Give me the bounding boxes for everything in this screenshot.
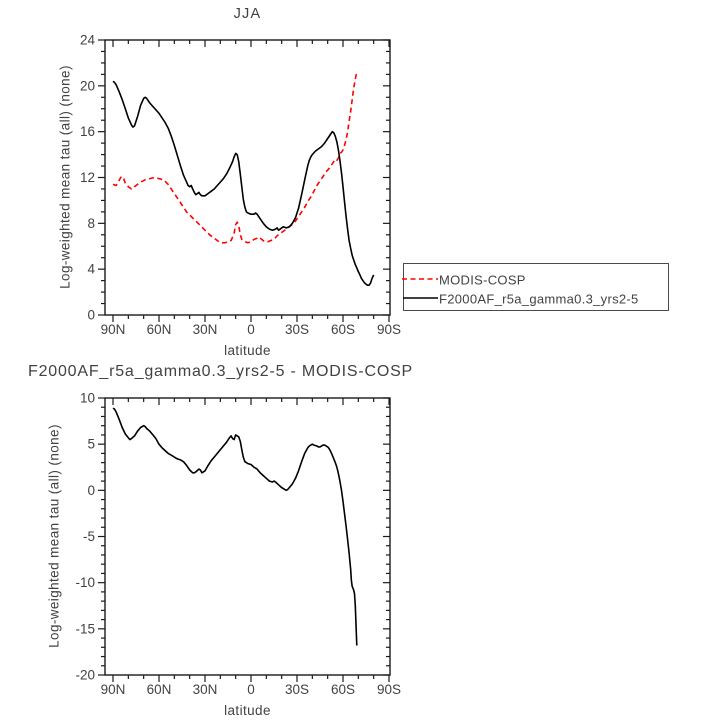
svg-text:30N: 30N bbox=[193, 682, 218, 697]
top-series-modis-cosp bbox=[112, 71, 358, 244]
bottom-panel: 90N 60N 30N 0 30S 60S 90S 10 5 0 -5 -10 -15 -20 bbox=[75, 391, 401, 698]
top-chart-title: JJA bbox=[233, 6, 262, 22]
svg-text:90N: 90N bbox=[101, 322, 126, 337]
svg-text:4: 4 bbox=[87, 262, 95, 277]
svg-text:-15: -15 bbox=[75, 621, 95, 636]
svg-text:16: 16 bbox=[80, 124, 95, 139]
top-axis-ticks bbox=[98, 39, 390, 322]
svg-text:-5: -5 bbox=[83, 529, 95, 544]
top-x-axis-label: latitude bbox=[224, 343, 271, 358]
svg-text:90N: 90N bbox=[101, 682, 126, 697]
svg-text:0: 0 bbox=[247, 322, 255, 337]
top-series-f2000af-r5a-gamma0-3-yrs2-5 bbox=[112, 80, 375, 287]
bottom-y-axis-label: Log-weighted mean tau (all) (none) bbox=[46, 424, 62, 648]
svg-text:90S: 90S bbox=[377, 322, 401, 337]
bottom-chart-title: F2000AF_r5a_gamma0.3_yrs2-5 - MODIS-COSP bbox=[28, 363, 414, 380]
svg-text:-20: -20 bbox=[75, 668, 95, 683]
bottom-x-axis-label: latitude bbox=[224, 703, 271, 718]
bottom-series-f2000af-r5a-gamma0-3-yrs2-5-modis-cosp bbox=[112, 407, 358, 646]
legend-label-model: F2000AF_r5a_gamma0.3_yrs2-5 bbox=[439, 291, 639, 307]
svg-text:60S: 60S bbox=[331, 682, 355, 697]
top-y-axis-label: Log-weighted mean tau (all) (none) bbox=[57, 65, 73, 289]
top-panel: 90N 60N 30N 0 30S 60S 90S 0 4 8 12 16 20 24 bbox=[80, 33, 669, 338]
svg-text:8: 8 bbox=[87, 216, 95, 231]
svg-text:5: 5 bbox=[87, 437, 95, 452]
svg-text:10: 10 bbox=[80, 391, 95, 406]
bottom-tick-labels: 90N 60N 30N 0 30S 60S 90S 10 5 0 -5 -10 -15 -20 bbox=[75, 391, 401, 698]
svg-text:24: 24 bbox=[80, 33, 96, 48]
svg-text:30S: 30S bbox=[285, 682, 309, 697]
svg-text:30S: 30S bbox=[285, 322, 309, 337]
svg-text:0: 0 bbox=[87, 308, 95, 323]
svg-text:60N: 60N bbox=[147, 682, 172, 697]
svg-text:90S: 90S bbox=[377, 682, 401, 697]
bottom-axis-ticks bbox=[98, 397, 390, 682]
svg-text:-10: -10 bbox=[75, 575, 95, 590]
svg-text:60N: 60N bbox=[147, 322, 172, 337]
svg-text:0: 0 bbox=[87, 483, 95, 498]
svg-text:0: 0 bbox=[247, 682, 255, 697]
svg-text:20: 20 bbox=[80, 78, 95, 93]
top-tick-labels: 90N 60N 30N 0 30S 60S 90S 0 4 8 12 16 20 24 bbox=[80, 33, 401, 338]
svg-text:60S: 60S bbox=[331, 322, 355, 337]
legend bbox=[402, 263, 669, 311]
top-plot-frame bbox=[104, 39, 391, 316]
legend-box bbox=[403, 263, 669, 311]
svg-text:12: 12 bbox=[80, 170, 95, 185]
legend-label-modis-cosp: MODIS-COSP bbox=[439, 272, 526, 288]
svg-text:30N: 30N bbox=[193, 322, 218, 337]
